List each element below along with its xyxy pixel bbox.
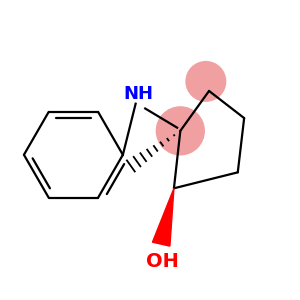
Polygon shape bbox=[152, 188, 174, 246]
Text: NH: NH bbox=[124, 85, 154, 103]
Text: OH: OH bbox=[146, 252, 179, 271]
Circle shape bbox=[156, 107, 204, 155]
Circle shape bbox=[186, 61, 226, 101]
